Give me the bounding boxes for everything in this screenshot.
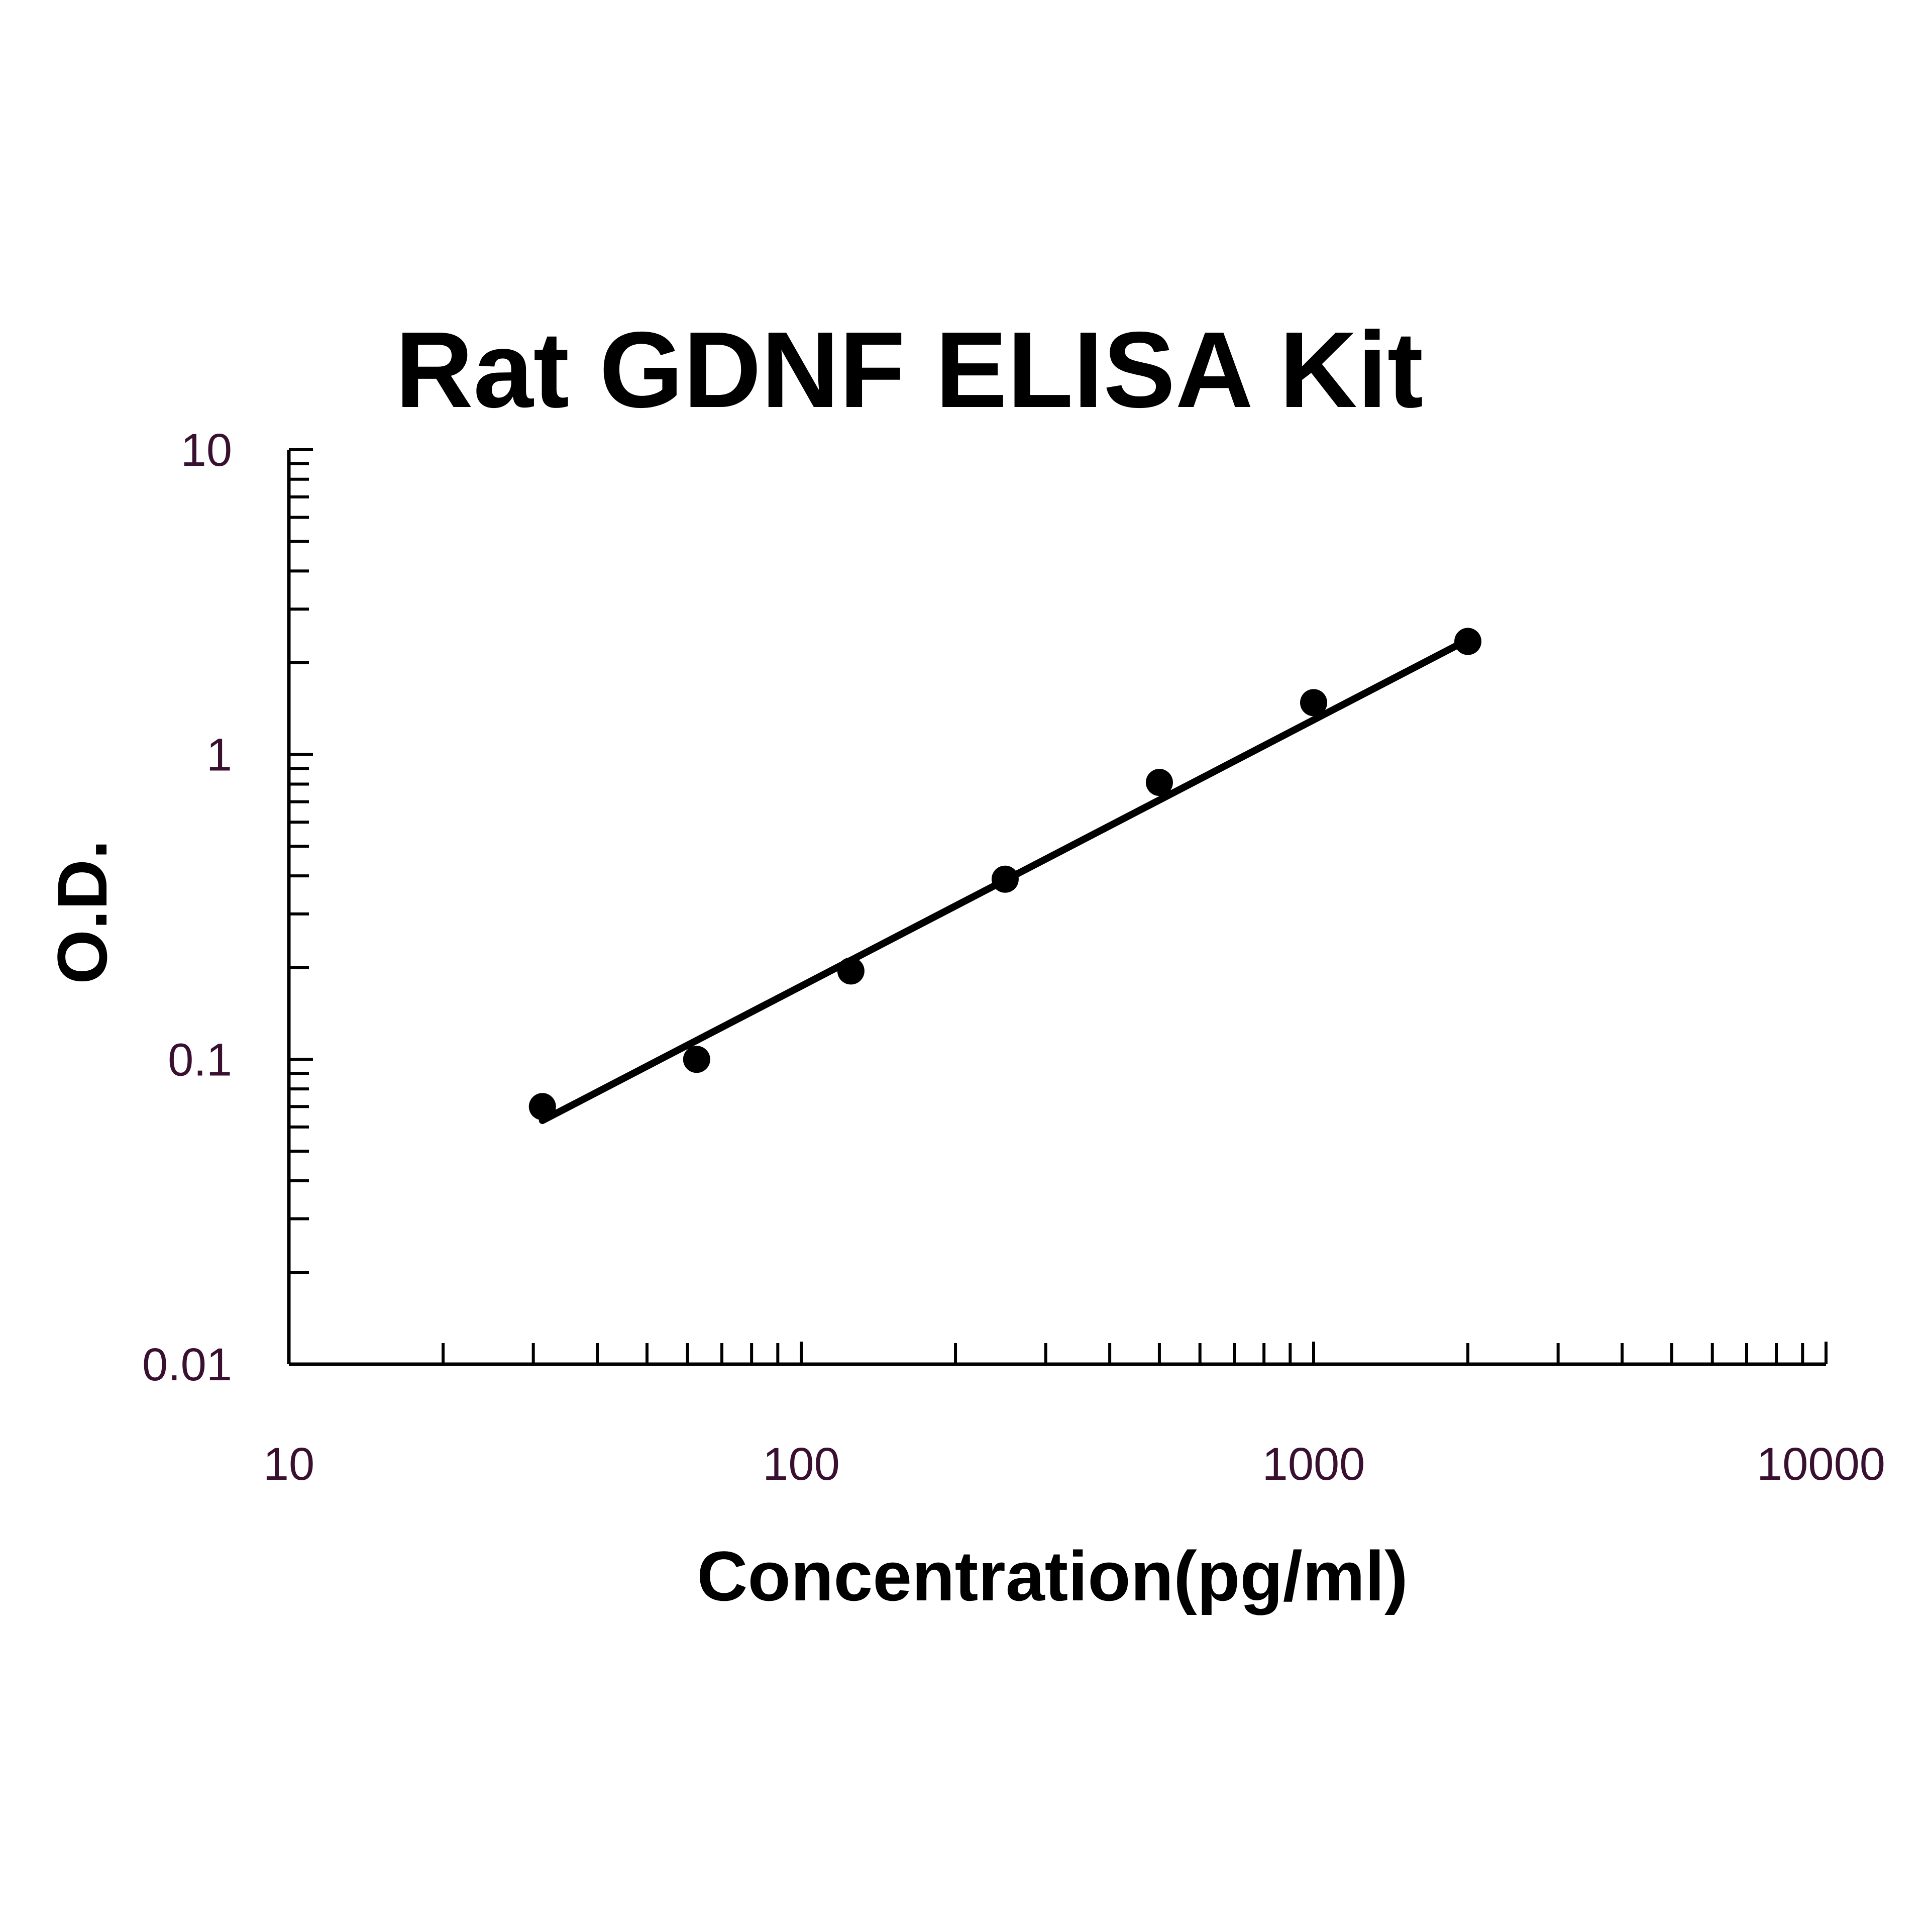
x-tick-label: 10000 (1757, 1439, 1885, 1490)
data-point (1300, 689, 1327, 717)
axes (287, 450, 1826, 1366)
x-tick-label: 100 (763, 1439, 840, 1490)
data-point (683, 1046, 710, 1073)
y-tick-label: 1 (206, 730, 232, 781)
x-tick-label: 10 (263, 1439, 314, 1490)
ticks (289, 448, 1828, 1364)
y-axis-title: O.D. (43, 840, 122, 984)
chart-title: Rat GDNF ELISA Kit (395, 309, 1424, 430)
y-tick-label: 0.01 (142, 1339, 232, 1390)
y-tick-label: 0.1 (168, 1034, 232, 1085)
x-tick-label: 1000 (1262, 1439, 1365, 1490)
y-tick-label: 10 (181, 425, 232, 476)
tick-labels: 10 100 1000 10000 0.01 0.1 1 10 (142, 425, 1885, 1490)
data-point (1145, 769, 1173, 796)
x-axis-title: Concentration(pg/ml) (697, 1537, 1408, 1615)
plot-area (528, 628, 1482, 1125)
fit-line (539, 636, 1472, 1125)
